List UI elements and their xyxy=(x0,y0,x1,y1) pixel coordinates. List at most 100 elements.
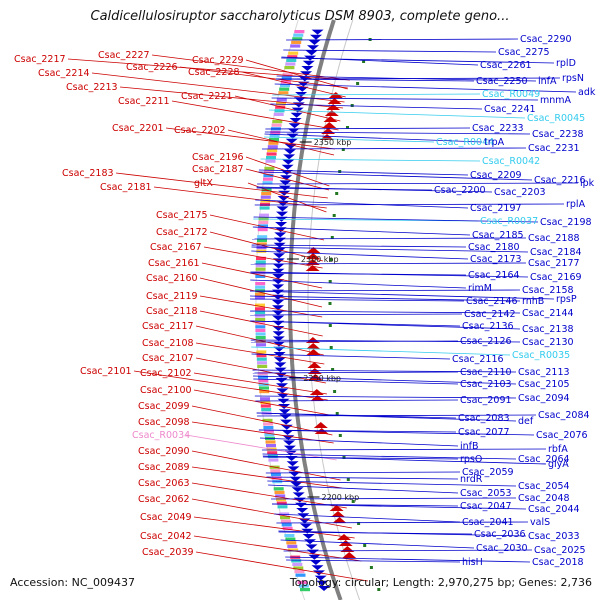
label-leader-line xyxy=(234,95,341,122)
right-gene-label: Csac_2091 xyxy=(460,395,512,406)
category-color-block xyxy=(284,534,295,538)
plus-strand-gene-arrow xyxy=(288,123,301,129)
label-leader-line xyxy=(258,429,535,436)
category-color-block xyxy=(257,228,268,232)
plus-strand-gene-arrow xyxy=(272,331,285,337)
plus-strand-gene-arrow xyxy=(307,45,319,51)
plus-strand-gene-arrow xyxy=(318,586,330,591)
label-leader-line xyxy=(254,395,517,399)
plus-strand-gene-arrow xyxy=(276,383,288,389)
category-color-block xyxy=(267,451,278,455)
right-gene-label: Csac_2036 xyxy=(474,529,526,540)
label-leader-line xyxy=(275,78,475,82)
label-leader-line xyxy=(262,456,459,460)
category-color-block xyxy=(255,274,266,278)
label-leader-line xyxy=(263,136,435,143)
category-color-block xyxy=(291,559,302,563)
category-color-block xyxy=(258,375,268,379)
right-gene-label: valS xyxy=(530,517,550,528)
category-color-block xyxy=(267,145,278,149)
category-color-block xyxy=(256,354,267,358)
right-gene-label: rbfA xyxy=(548,444,568,455)
category-color-block xyxy=(274,109,285,113)
left-gene-label: Csac_2175 xyxy=(156,210,208,221)
left-gene-label: Csac_2117 xyxy=(142,321,194,332)
category-color-block xyxy=(264,166,275,170)
right-gene-label: Csac_2048 xyxy=(518,493,570,504)
category-color-block xyxy=(261,192,272,196)
category-color-block xyxy=(280,519,291,523)
marker-dot xyxy=(329,258,333,261)
left-gene-label: Csac_2063 xyxy=(138,478,190,489)
label-leader-line xyxy=(256,412,517,422)
right-gene-label: glyA xyxy=(548,459,569,470)
category-color-block xyxy=(274,490,285,494)
right-gene-label: mnmA xyxy=(540,95,572,106)
category-color-block xyxy=(258,382,269,386)
plus-strand-gene-arrow xyxy=(291,487,304,493)
label-leader-line xyxy=(258,171,533,181)
right-gene-label: Csac_2142 xyxy=(464,309,516,320)
label-leader-line xyxy=(269,109,526,119)
right-gene-label: adk xyxy=(578,87,596,98)
right-gene-label: Csac_2047 xyxy=(460,501,512,512)
right-gene-label: Csac_2113 xyxy=(518,367,570,378)
plus-strand-gene-arrow xyxy=(272,305,284,311)
label-leader-line xyxy=(256,186,493,193)
category-color-block xyxy=(255,267,266,271)
category-color-block xyxy=(257,361,267,365)
label-leader-line xyxy=(278,530,527,537)
category-color-block xyxy=(276,501,287,505)
label-leader-line xyxy=(199,310,323,337)
backbone-ring xyxy=(288,19,343,600)
label-leader-line xyxy=(251,250,469,260)
left-gene-label: Csac_2213 xyxy=(66,82,118,93)
right-gene-label: Csac_2144 xyxy=(522,308,574,319)
plus-strand-gene-arrow xyxy=(272,310,285,316)
plus-strand-gene-arrow xyxy=(316,580,329,586)
category-color-block xyxy=(277,505,288,509)
category-color-block xyxy=(285,62,296,66)
label-leader-line xyxy=(245,59,348,90)
marker-dot xyxy=(346,126,349,129)
label-leader-line xyxy=(91,72,345,103)
label-leader-line xyxy=(265,471,461,474)
plus-strand-gene-arrow xyxy=(282,159,295,165)
plus-strand-gene-arrow xyxy=(273,341,285,347)
category-color-block xyxy=(291,40,302,44)
category-color-block xyxy=(255,260,266,264)
label-leader-line xyxy=(191,450,341,481)
left-gene-label: Csac_2049 xyxy=(140,512,192,523)
category-color-block xyxy=(258,220,269,224)
category-color-block xyxy=(256,357,267,361)
right-gene-label: Csac_2158 xyxy=(522,285,574,296)
category-color-block xyxy=(293,33,304,37)
label-leader-line xyxy=(249,295,521,302)
left-gene-label: Csac_2161 xyxy=(148,258,200,269)
category-color-block xyxy=(270,472,281,476)
plus-strand-gene-arrow xyxy=(300,523,312,529)
category-color-block xyxy=(256,246,267,250)
minus-strand-gene-arrow xyxy=(305,265,320,271)
right-gene-label: Csac_2197 xyxy=(470,203,522,214)
category-color-block xyxy=(275,105,286,109)
category-color-block xyxy=(279,87,290,91)
category-color-block xyxy=(256,256,266,260)
label-leader-line xyxy=(252,375,517,385)
plus-strand-gene-arrow xyxy=(280,419,293,425)
marker-dot xyxy=(333,390,337,393)
category-color-block xyxy=(256,343,266,347)
left-gene-label: Csac_2089 xyxy=(138,462,190,473)
plus-strand-gene-arrow xyxy=(305,50,318,56)
label-leader-line xyxy=(254,203,565,206)
plus-strand-gene-arrow xyxy=(273,357,286,363)
label-leader-line xyxy=(274,513,461,523)
label-leader-line xyxy=(250,310,521,314)
left-gene-label: Csac_2202 xyxy=(174,125,226,136)
category-color-block xyxy=(263,174,274,178)
scale-marks-group: 2350 kbp 2300 kbp 2250 kbp 2200 kbp xyxy=(286,138,359,502)
right-gene-label: Csac_2044 xyxy=(528,504,580,515)
category-color-block xyxy=(268,141,279,145)
left-gene-label: Csac_2226 xyxy=(126,62,178,73)
plus-strand-gene-arrow xyxy=(301,66,314,71)
